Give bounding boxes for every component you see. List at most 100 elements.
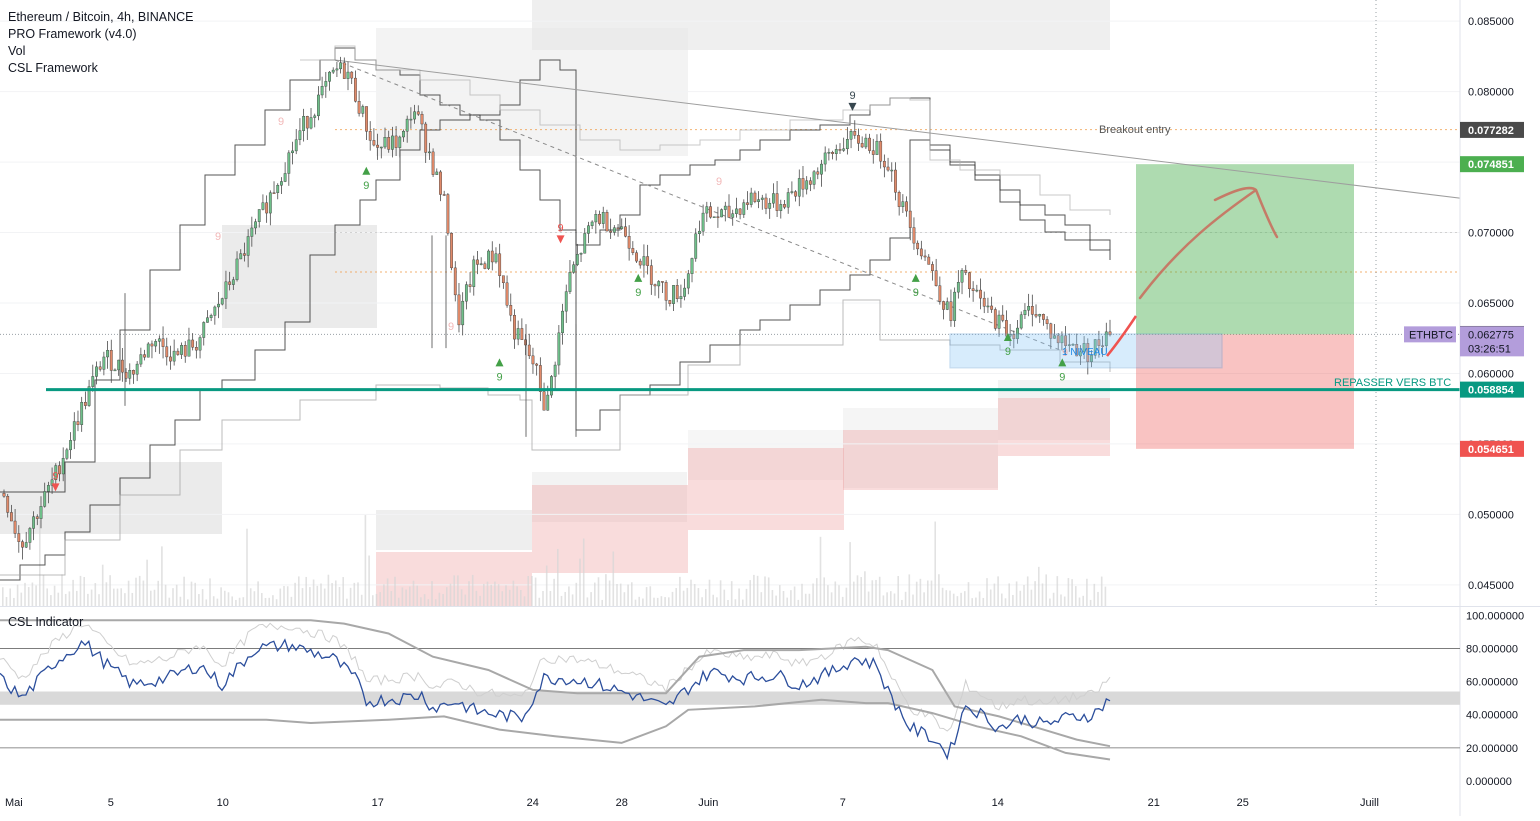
price-label-box[interactable] (1460, 440, 1524, 457)
candle-body (280, 181, 283, 186)
niveau-box[interactable] (949, 333, 1223, 369)
volume-bar (94, 583, 97, 606)
candle-body (923, 255, 927, 258)
candle (853, 120, 857, 139)
candle (161, 326, 165, 359)
volume-bar (520, 590, 522, 606)
indicator-pane[interactable]: 0.000000 20.000000 40.000000 60.000000 80.00… (0, 610, 1524, 788)
candle (801, 165, 805, 198)
candle-body (598, 214, 601, 224)
volume-bar (812, 583, 814, 606)
annotation-repasser[interactable]: REPASSER VERS BTC (1334, 377, 1451, 389)
countdown-text: 03:26:51 (1468, 343, 1511, 355)
volume-bar (975, 597, 977, 606)
last-price-box[interactable] (1460, 326, 1524, 357)
symbol-title[interactable]: Ethereum / Bitcoin, 4h, BINANCE (8, 10, 194, 24)
take-profit-zone[interactable] (1136, 164, 1354, 335)
csl-indicator-title[interactable]: CSL Indicator (8, 615, 84, 629)
indicator-csl-framework[interactable]: CSL Framework (8, 61, 98, 75)
candle (986, 297, 990, 313)
candle-body (424, 123, 428, 153)
volume-bar (1071, 579, 1073, 606)
volume-bar (20, 592, 23, 606)
candle (446, 193, 450, 236)
volume-bar (697, 588, 700, 606)
volume-bar (264, 597, 267, 606)
candle (217, 292, 220, 319)
candle-body (786, 192, 790, 208)
volume-bar (853, 581, 855, 606)
candle-body (553, 364, 557, 377)
price-label-box[interactable] (1460, 156, 1524, 173)
candle-body (949, 301, 953, 321)
candle (631, 241, 635, 256)
volume-bar (793, 586, 796, 606)
volume-bar (153, 589, 156, 606)
candle (1071, 343, 1075, 346)
projection-arrow[interactable] (1138, 186, 1279, 300)
candle (1045, 316, 1049, 330)
volume-bar (590, 592, 592, 606)
candle (786, 188, 790, 214)
annotation-breakout[interactable]: Breakout entry (1099, 124, 1171, 136)
volume-bar (708, 579, 711, 606)
candle (120, 348, 124, 382)
entry-arrow[interactable] (1106, 315, 1138, 357)
candle (890, 162, 894, 182)
volume-bar (701, 597, 703, 606)
price-label-box[interactable] (1460, 381, 1524, 398)
candle-body (535, 363, 539, 366)
price-label-box[interactable] (1460, 121, 1524, 138)
candle (964, 265, 968, 276)
candle-body (361, 106, 365, 114)
volume-bar (705, 589, 707, 606)
candle-body (997, 314, 1001, 329)
indicator-pro-framework[interactable]: PRO Framework (v4.0) (8, 27, 137, 41)
symbol-tag[interactable] (1404, 326, 1456, 343)
volume-bar (483, 583, 485, 606)
candle (716, 206, 720, 228)
candle-body (912, 227, 916, 244)
time-axis[interactable]: Mai 5 10 17 24 28 Juin 7 14 21 25 Juill (5, 797, 1379, 809)
buy-arrow (1003, 333, 1012, 342)
volume-bar (416, 585, 418, 606)
volume-bar (116, 588, 119, 606)
volume-bar (882, 595, 885, 606)
volume-bar (349, 587, 352, 606)
price-label-text: 0.074851 (1468, 159, 1514, 171)
candle (783, 199, 786, 210)
indicator-volume[interactable]: Vol (8, 44, 26, 58)
volume-bar (938, 574, 940, 606)
candle (894, 162, 897, 201)
candle-body (705, 206, 709, 214)
candle-body (886, 166, 890, 171)
volume-bar (801, 583, 803, 606)
gray-zone (688, 430, 844, 480)
volume-bar (479, 595, 481, 606)
annotation-niveau[interactable]: 1 NIVEAU (1062, 347, 1108, 358)
descending-trendline[interactable] (334, 59, 1540, 209)
volume-bar (338, 586, 341, 606)
symbol-tag-text: ETHBTC (1409, 329, 1453, 341)
candle-body (346, 71, 350, 79)
candle-body (1053, 335, 1056, 339)
volume-bar (930, 580, 933, 606)
candle (65, 447, 69, 461)
candle (424, 121, 428, 163)
volume-bar (867, 591, 870, 606)
volume-bar (782, 591, 785, 606)
volume-bar (964, 591, 966, 606)
candle (6, 493, 10, 518)
volume-bar (242, 597, 245, 606)
candle (572, 261, 576, 274)
volume-bar (838, 585, 840, 606)
volume-bar (1075, 586, 1077, 606)
stop-loss-zone[interactable] (1136, 334, 1354, 449)
candle-body (971, 288, 975, 291)
candle (1086, 338, 1090, 375)
candle-body (783, 204, 786, 208)
candle-body (372, 140, 376, 146)
dashed-trendline[interactable] (334, 59, 1066, 353)
